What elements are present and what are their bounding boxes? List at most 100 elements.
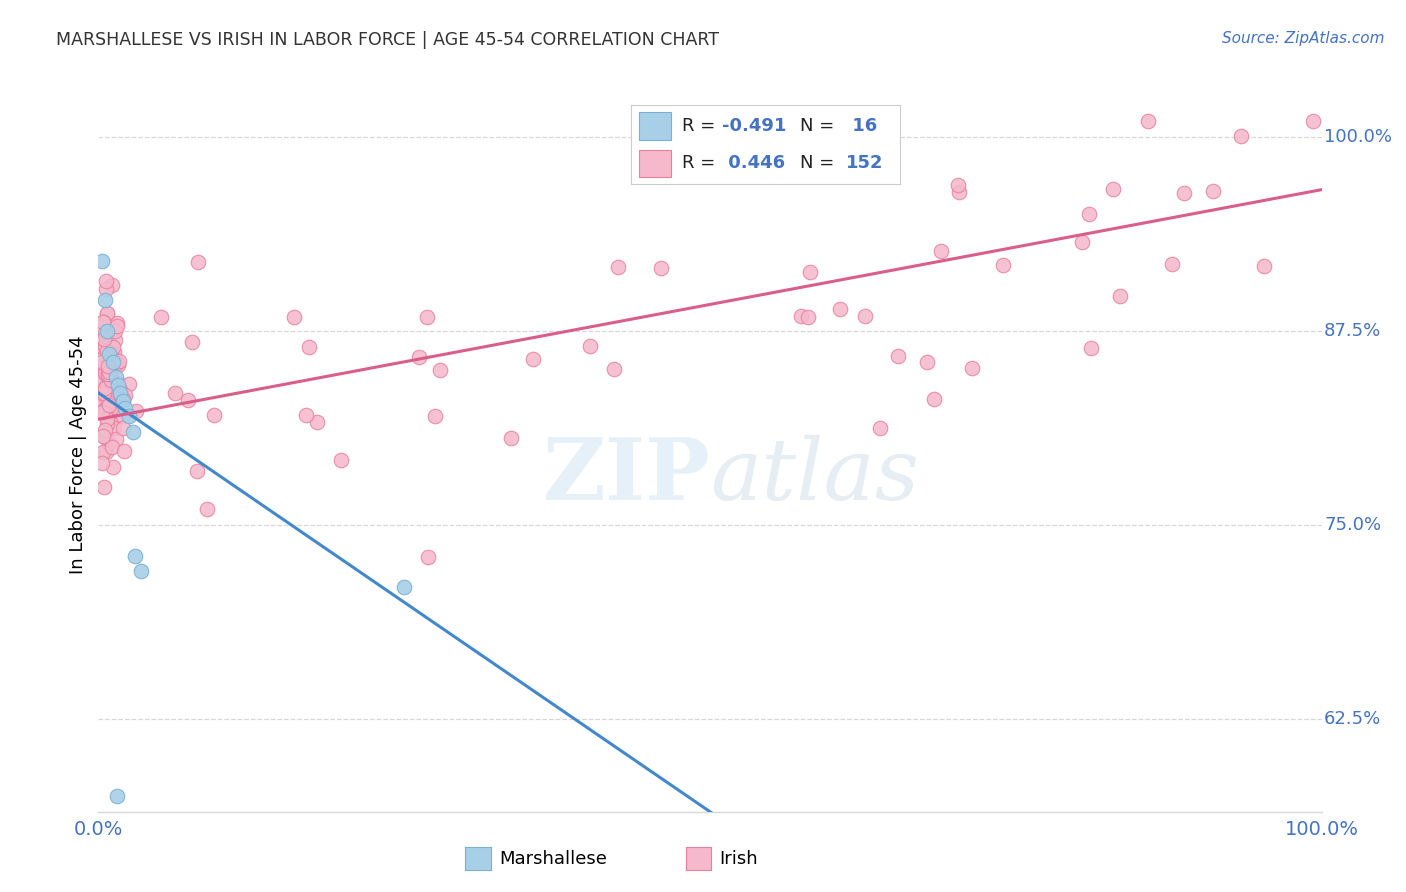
Point bbox=[93, 343, 115, 357]
Point bbox=[948, 178, 970, 192]
Point bbox=[97, 367, 120, 381]
Point bbox=[96, 381, 118, 395]
Point bbox=[195, 502, 218, 516]
Point bbox=[112, 392, 135, 406]
Point bbox=[94, 330, 117, 344]
Point bbox=[1302, 114, 1324, 128]
Text: 87.5%: 87.5% bbox=[1324, 322, 1381, 340]
Point bbox=[522, 351, 544, 366]
Text: -0.491: -0.491 bbox=[723, 117, 786, 135]
Point bbox=[797, 310, 820, 324]
Point bbox=[607, 260, 630, 274]
Point bbox=[93, 480, 115, 494]
Point bbox=[828, 301, 851, 316]
Point bbox=[90, 373, 112, 387]
Point bbox=[1078, 207, 1101, 221]
Point bbox=[91, 445, 114, 459]
Point bbox=[1202, 184, 1225, 198]
Text: 0.446: 0.446 bbox=[723, 154, 785, 172]
Point bbox=[163, 386, 186, 401]
Point bbox=[100, 375, 122, 389]
Point bbox=[991, 258, 1014, 272]
Point bbox=[295, 408, 318, 422]
Point bbox=[90, 392, 112, 406]
Point bbox=[603, 361, 626, 376]
Point bbox=[100, 360, 122, 375]
Point bbox=[93, 293, 115, 307]
Point bbox=[298, 340, 321, 354]
Text: MARSHALLESE VS IRISH IN LABOR FORCE | AGE 45-54 CORRELATION CHART: MARSHALLESE VS IRISH IN LABOR FORCE | AG… bbox=[56, 31, 720, 49]
Point bbox=[93, 365, 115, 379]
Point bbox=[97, 436, 120, 450]
Point bbox=[1253, 260, 1275, 274]
Point bbox=[962, 360, 984, 375]
Point bbox=[91, 405, 114, 419]
Point bbox=[93, 406, 115, 420]
Text: atlas: atlas bbox=[710, 435, 920, 517]
Point bbox=[125, 404, 148, 418]
Point bbox=[1080, 341, 1102, 355]
Point bbox=[283, 310, 305, 325]
Y-axis label: In Labor Force | Age 45-54: In Labor Force | Age 45-54 bbox=[69, 335, 87, 574]
Point bbox=[100, 372, 122, 386]
Point bbox=[392, 580, 416, 594]
Point bbox=[94, 364, 117, 378]
Point bbox=[853, 309, 876, 323]
Point bbox=[129, 564, 152, 578]
Point bbox=[94, 339, 117, 353]
Point bbox=[101, 340, 124, 354]
Text: N =: N = bbox=[800, 117, 839, 135]
Point bbox=[98, 376, 121, 390]
Point bbox=[177, 392, 200, 407]
Point bbox=[429, 363, 451, 377]
Point bbox=[202, 408, 225, 422]
Point bbox=[91, 316, 114, 330]
Point bbox=[100, 278, 122, 293]
Point bbox=[104, 401, 127, 415]
Point bbox=[96, 417, 118, 432]
Point bbox=[97, 406, 120, 420]
Point bbox=[112, 409, 135, 424]
FancyBboxPatch shape bbox=[638, 112, 671, 140]
Point bbox=[94, 401, 117, 416]
Point bbox=[96, 378, 118, 392]
Point bbox=[915, 355, 938, 369]
Point bbox=[100, 392, 122, 407]
Point bbox=[110, 385, 132, 400]
Point bbox=[98, 360, 121, 375]
Point bbox=[96, 306, 118, 320]
Point bbox=[330, 453, 353, 467]
Point bbox=[96, 329, 118, 343]
Point bbox=[94, 366, 117, 380]
Text: N =: N = bbox=[800, 154, 839, 172]
Text: 100.0%: 100.0% bbox=[1324, 128, 1392, 146]
Text: Irish: Irish bbox=[720, 849, 758, 868]
Point bbox=[929, 244, 952, 259]
Point bbox=[94, 329, 117, 343]
Point bbox=[790, 309, 813, 323]
Point bbox=[91, 456, 114, 470]
Point bbox=[105, 409, 128, 424]
Point bbox=[1071, 235, 1094, 250]
Point bbox=[91, 341, 114, 355]
Point bbox=[408, 351, 430, 365]
Point bbox=[100, 347, 122, 361]
Point bbox=[103, 345, 125, 359]
Point bbox=[107, 376, 129, 391]
Point bbox=[1109, 289, 1132, 303]
Point bbox=[305, 415, 328, 429]
Point bbox=[97, 352, 120, 367]
Point bbox=[107, 378, 129, 392]
Text: Marshallese: Marshallese bbox=[499, 849, 607, 868]
Point bbox=[97, 342, 120, 356]
Point bbox=[105, 789, 128, 804]
Point bbox=[101, 441, 124, 455]
Point bbox=[97, 398, 120, 412]
Point bbox=[105, 316, 128, 330]
Point bbox=[97, 366, 120, 380]
Point bbox=[96, 332, 118, 346]
Point bbox=[94, 282, 117, 296]
Point bbox=[93, 315, 115, 329]
Point bbox=[104, 324, 127, 338]
Point bbox=[112, 421, 135, 435]
